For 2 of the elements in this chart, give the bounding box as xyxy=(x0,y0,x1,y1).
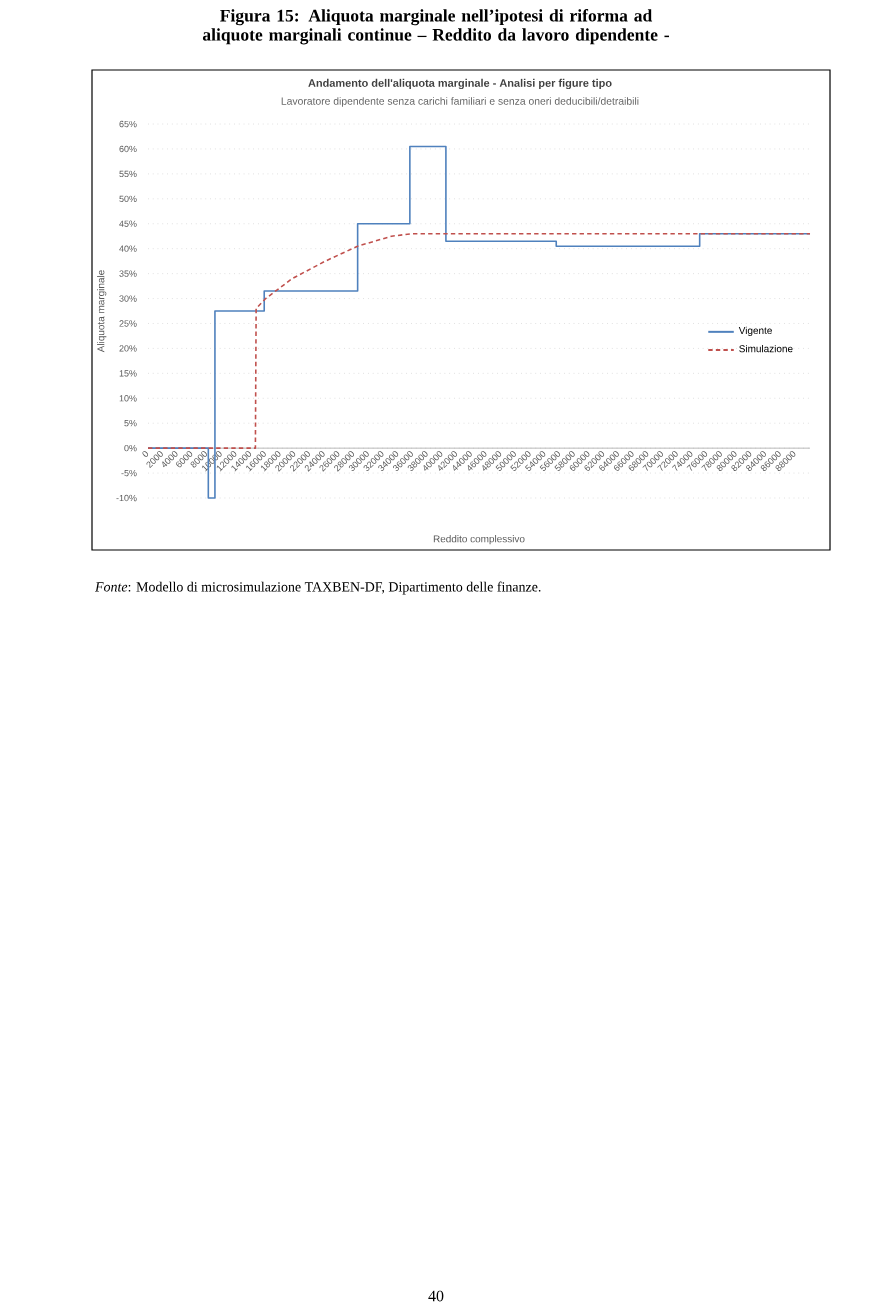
text: Figura 15: Aliquota marginale nell’ipotesi di riforma ad aliquote marginali continue – Reddito da lavoro dipendente - xyxy=(202,9,669,45)
line-series xyxy=(147,232,811,449)
